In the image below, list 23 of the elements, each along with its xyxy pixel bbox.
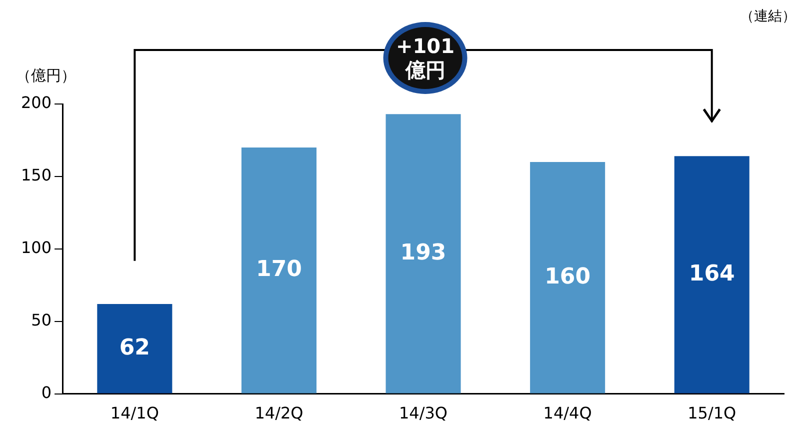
y-tick-label: 150	[20, 166, 52, 185]
y-tick-label: 50	[31, 310, 52, 330]
bar	[674, 156, 750, 394]
y-axis-title: （億円）	[16, 66, 76, 84]
y-tick-label: 200	[20, 93, 52, 112]
bar	[241, 147, 316, 394]
y-tick-label: 0	[41, 382, 52, 402]
data-label: 193	[400, 240, 446, 266]
bar	[97, 304, 172, 394]
x-tick-label: 14/1Q	[110, 404, 159, 423]
text: （連結）	[740, 8, 796, 25]
x-tick-label: 14/4Q	[543, 404, 592, 423]
text: +101 億円	[396, 34, 455, 82]
y-tick-label: 100	[20, 238, 52, 258]
x-tick-label: 14/3Q	[399, 404, 448, 423]
data-label: 170	[256, 257, 302, 282]
data-label: 62	[119, 335, 150, 360]
bar	[386, 114, 461, 394]
x-tick-label: 14/2Q	[254, 404, 304, 423]
data-label: 164	[688, 261, 735, 286]
bar	[530, 162, 606, 394]
x-tick-label: 15/1Q	[688, 404, 736, 423]
data-label: 160	[544, 264, 591, 290]
